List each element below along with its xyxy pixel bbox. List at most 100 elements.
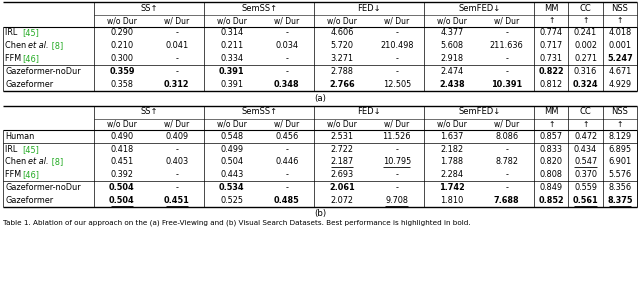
Text: -: - [175,145,179,154]
Text: ↑: ↑ [617,16,623,25]
Text: 4.377: 4.377 [440,28,463,38]
Text: FFM: FFM [5,170,24,179]
Text: 0.485: 0.485 [274,196,300,205]
Text: Chen: Chen [5,158,29,166]
Text: 0.451: 0.451 [164,196,189,205]
Text: NSS: NSS [611,108,628,117]
Text: 0.358: 0.358 [111,80,133,88]
Text: 4.018: 4.018 [608,28,632,38]
Text: 0.559: 0.559 [574,183,597,192]
Text: w/o Dur: w/o Dur [327,16,356,25]
Text: 0.316: 0.316 [574,67,597,76]
Text: 0.392: 0.392 [111,170,133,179]
Text: (b): (b) [314,209,326,218]
Text: -: - [505,145,508,154]
Text: IRL: IRL [5,145,20,154]
Text: -: - [175,67,179,76]
Text: 2.918: 2.918 [440,54,463,63]
Text: CC: CC [580,108,591,117]
Text: 0.409: 0.409 [165,132,188,141]
Text: 0.472: 0.472 [574,132,597,141]
Text: -: - [285,28,288,38]
Text: Chen: Chen [5,41,29,50]
Text: 2.693: 2.693 [330,170,353,179]
Text: et al.: et al. [28,41,48,50]
Text: 0.822: 0.822 [538,67,564,76]
Text: 0.499: 0.499 [220,145,243,154]
Text: 4.606: 4.606 [330,28,353,38]
Text: 0.547: 0.547 [574,158,597,166]
Text: FED↓: FED↓ [357,108,381,117]
Text: MM: MM [544,4,559,13]
Text: 0.443: 0.443 [220,170,243,179]
Text: 5.576: 5.576 [608,170,632,179]
Text: FFM: FFM [5,54,24,63]
Text: 0.334: 0.334 [220,54,243,63]
Text: 0.548: 0.548 [220,132,243,141]
Text: 0.348: 0.348 [274,80,300,88]
Text: 0.359: 0.359 [109,67,134,76]
Text: 8.375: 8.375 [607,196,632,205]
Text: 4.671: 4.671 [608,67,632,76]
Text: Human: Human [5,132,35,141]
Text: 8.356: 8.356 [608,183,632,192]
Text: w/o Dur: w/o Dur [327,120,356,129]
Text: 0.456: 0.456 [275,132,298,141]
Text: 0.290: 0.290 [111,28,133,38]
Text: w/o Dur: w/o Dur [436,120,467,129]
Text: 0.820: 0.820 [540,158,563,166]
Text: -: - [285,170,288,179]
Text: ↑: ↑ [548,120,554,129]
Text: 210.498: 210.498 [380,41,413,50]
Text: -: - [396,170,398,179]
Text: CC: CC [580,4,591,13]
Text: 0.446: 0.446 [275,158,298,166]
Text: 2.061: 2.061 [329,183,355,192]
Text: ↑: ↑ [617,120,623,129]
Text: 2.182: 2.182 [440,145,463,154]
Text: [45]: [45] [22,28,40,38]
Text: 6.901: 6.901 [608,158,632,166]
Text: 2.284: 2.284 [440,170,463,179]
Text: 0.001: 0.001 [608,41,632,50]
Text: Gazeformer: Gazeformer [5,80,53,88]
Text: SemSS↑: SemSS↑ [241,108,277,117]
Text: -: - [396,67,398,76]
Text: 0.314: 0.314 [220,28,243,38]
Text: 0.451: 0.451 [110,158,134,166]
Text: 7.688: 7.688 [494,196,520,205]
Text: FED↓: FED↓ [357,4,381,13]
Text: Gazeformer-noDur: Gazeformer-noDur [5,183,81,192]
Text: 0.271: 0.271 [574,54,597,63]
Text: 2.531: 2.531 [330,132,353,141]
Text: w/ Dur: w/ Dur [494,120,519,129]
Text: -: - [285,54,288,63]
Text: 0.391: 0.391 [220,80,243,88]
Text: 0.833: 0.833 [540,145,563,154]
Text: 2.788: 2.788 [330,67,353,76]
Text: 0.002: 0.002 [574,41,597,50]
Text: w/ Dur: w/ Dur [274,16,300,25]
Text: 1.637: 1.637 [440,132,463,141]
Text: -: - [285,145,288,154]
Text: -: - [285,67,288,76]
Text: w/o Dur: w/o Dur [107,16,137,25]
Text: 0.324: 0.324 [573,80,598,88]
Text: -: - [285,183,288,192]
Text: 2.474: 2.474 [440,67,463,76]
Text: -: - [175,183,179,192]
Text: 0.211: 0.211 [220,41,243,50]
Text: 0.812: 0.812 [540,80,563,88]
Text: 8.129: 8.129 [608,132,632,141]
Text: ↑: ↑ [582,16,589,25]
Text: 0.241: 0.241 [574,28,597,38]
Text: MM: MM [544,108,559,117]
Text: [46]: [46] [22,170,40,179]
Text: 11.526: 11.526 [383,132,411,141]
Text: 2.072: 2.072 [330,196,353,205]
Text: 0.300: 0.300 [111,54,133,63]
Text: w/ Dur: w/ Dur [494,16,519,25]
Text: -: - [396,145,398,154]
Text: -: - [505,67,508,76]
Text: [8]: [8] [49,41,63,50]
